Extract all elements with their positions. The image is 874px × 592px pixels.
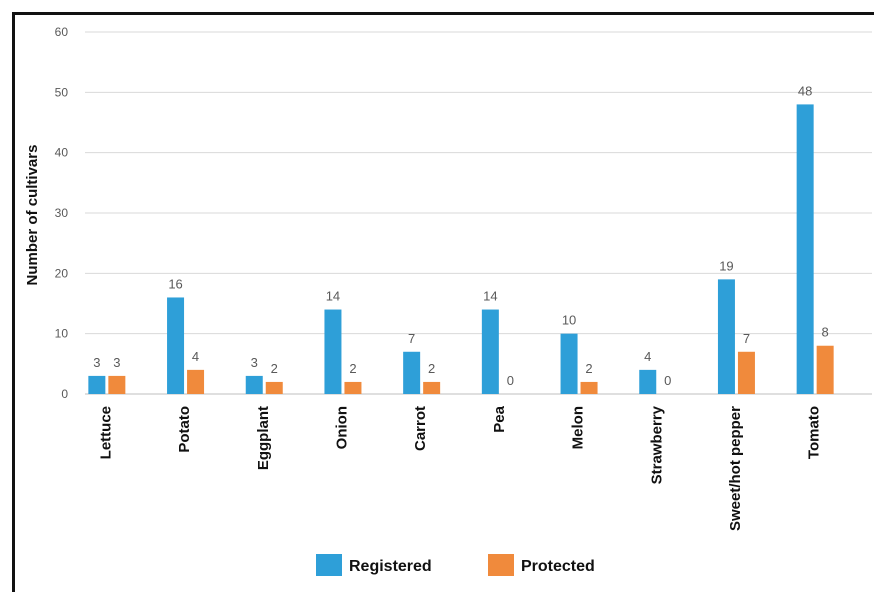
data-label: 14 <box>326 289 340 304</box>
data-label: 3 <box>93 355 100 370</box>
category-label: Sweet/hot pepper <box>727 406 744 531</box>
category-labels: Lettuce Potato Eggplant Onion Carrot Pea Melon… <box>97 405 822 531</box>
bar-protected <box>344 381 362 394</box>
category-label: Onion <box>333 406 350 449</box>
y-axis-label: Number of cultivars <box>24 145 41 286</box>
category-label: Carrot <box>412 406 429 451</box>
gridlines <box>85 31 872 395</box>
data-label: 7 <box>743 331 750 346</box>
bar-registered <box>88 375 106 394</box>
y-tick-label: 50 <box>55 85 69 99</box>
data-label: 2 <box>349 361 356 376</box>
y-tick-label: 30 <box>55 206 69 220</box>
bar-registered <box>560 333 578 394</box>
bar-protected <box>108 375 126 394</box>
bar-registered <box>639 369 657 394</box>
data-label: 2 <box>271 361 278 376</box>
data-label: 4 <box>192 349 199 364</box>
chart-frame <box>12 12 874 592</box>
data-label: 0 <box>664 373 671 388</box>
data-label: 4 <box>644 349 651 364</box>
category-label: Strawberry <box>648 405 665 484</box>
data-label: 3 <box>113 355 120 370</box>
bar-protected <box>187 369 205 394</box>
y-tick-label: 60 <box>55 25 69 39</box>
y-tick-label: 40 <box>55 146 69 160</box>
bar-protected <box>737 351 755 394</box>
bar-registered <box>324 309 342 394</box>
category-label: Tomato <box>806 406 823 459</box>
bar-protected <box>816 345 834 394</box>
category-label: Melon <box>570 406 587 449</box>
bar-protected <box>580 381 598 394</box>
bar-registered <box>717 279 735 394</box>
legend-swatch <box>316 554 342 576</box>
y-tick-label: 10 <box>55 327 69 341</box>
legend-swatch <box>488 554 514 576</box>
category-label: Pea <box>491 405 508 432</box>
bar-protected <box>423 381 441 394</box>
data-label: 0 <box>507 373 514 388</box>
data-label: 8 <box>822 325 829 340</box>
category-label: Potato <box>176 406 193 453</box>
data-label: 2 <box>585 361 592 376</box>
data-label: 19 <box>719 258 733 273</box>
y-tick-labels: 0 10 20 30 40 50 60 <box>55 25 69 401</box>
category-label: Eggplant <box>255 406 272 470</box>
data-label: 48 <box>798 83 812 98</box>
data-label: 10 <box>562 313 576 328</box>
legend-label: Registered <box>349 558 432 575</box>
bar-registered <box>481 309 499 394</box>
data-label: 7 <box>408 331 415 346</box>
bar-registered <box>403 351 421 394</box>
y-tick-label: 0 <box>61 387 68 401</box>
legend-label: Protected <box>521 558 595 575</box>
legend: Registered Protected <box>316 554 595 576</box>
bar-registered <box>245 375 263 394</box>
category-label: Lettuce <box>97 406 114 459</box>
data-label: 14 <box>483 289 497 304</box>
bar-registered <box>796 104 814 395</box>
data-label: 2 <box>428 361 435 376</box>
data-label: 16 <box>168 276 182 291</box>
data-label: 3 <box>251 355 258 370</box>
bar-registered <box>167 297 185 394</box>
y-tick-label: 20 <box>55 266 69 280</box>
bar-protected <box>265 381 283 394</box>
